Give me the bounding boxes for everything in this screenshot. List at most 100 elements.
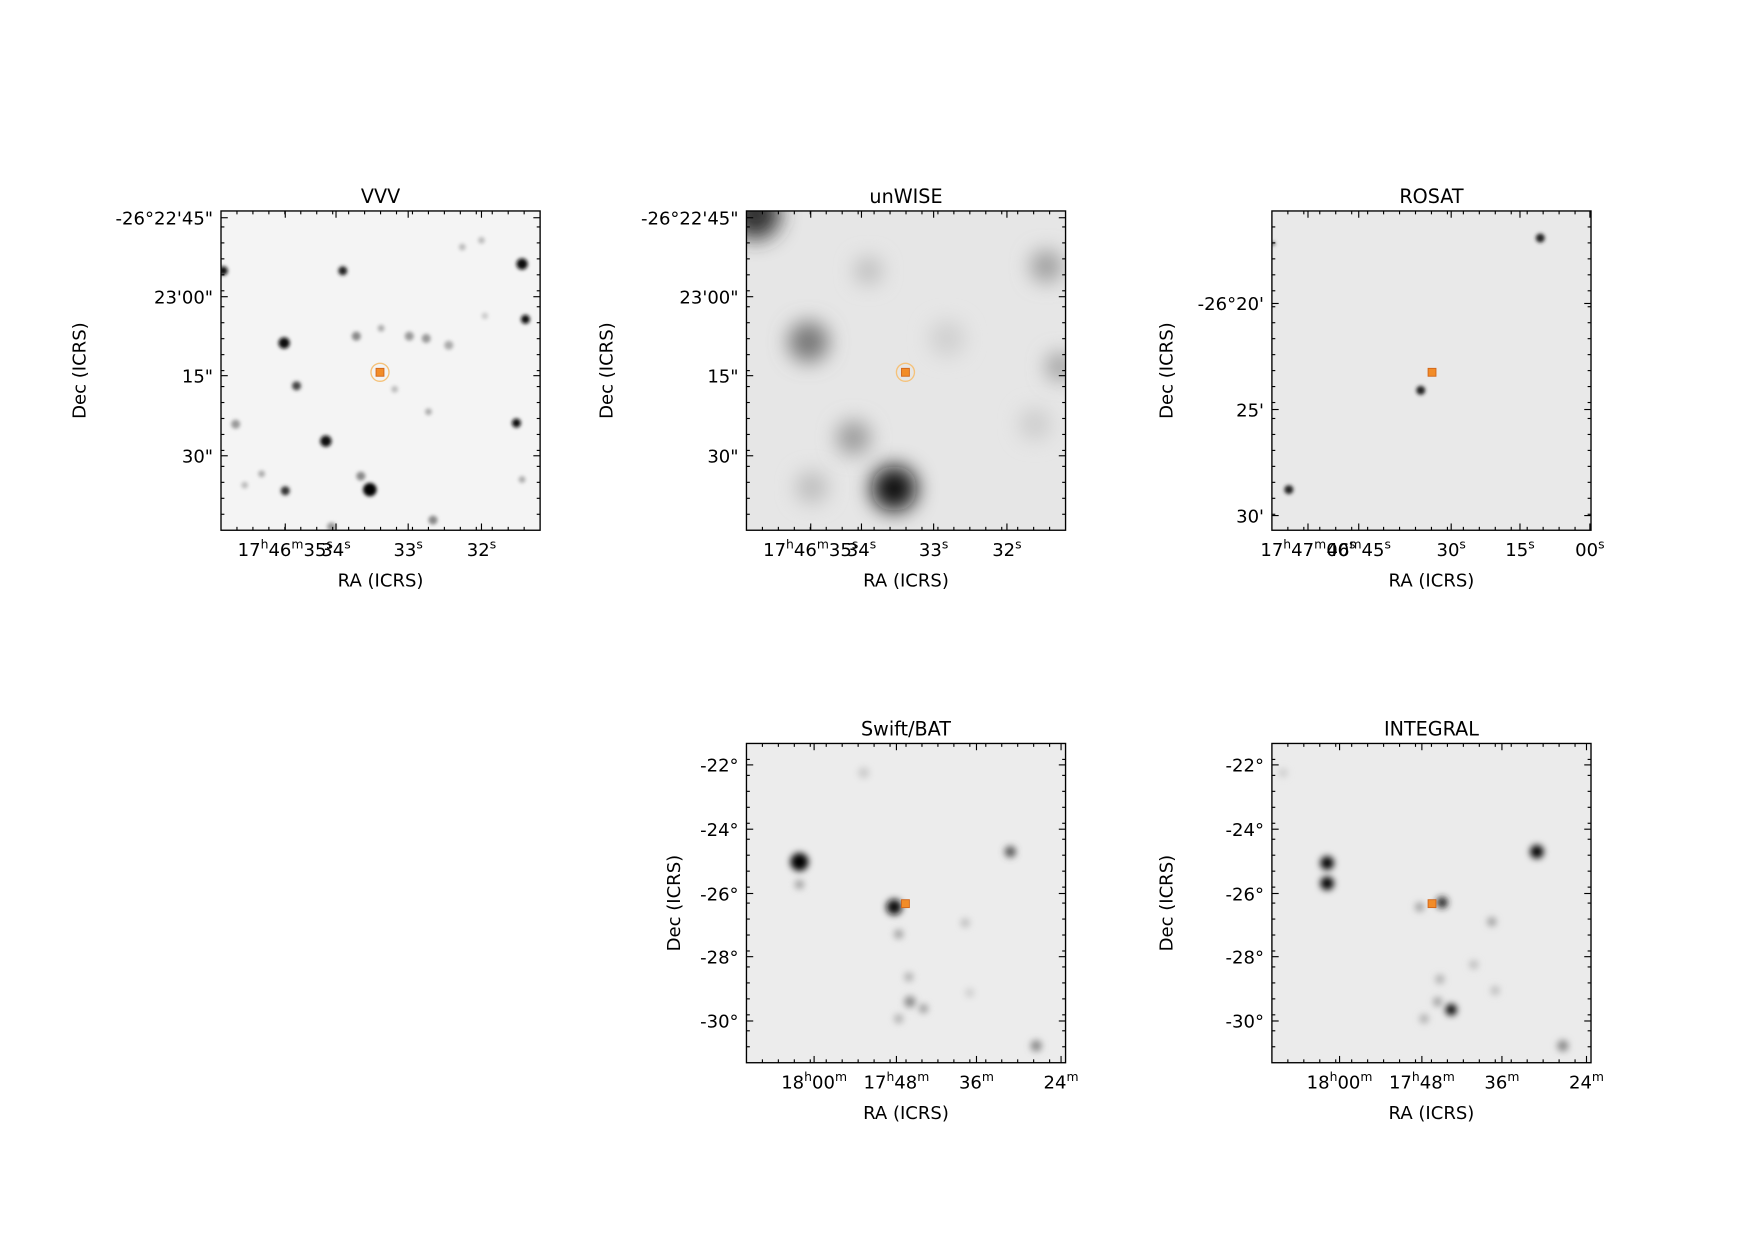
tick-unit: s xyxy=(1015,536,1021,551)
panel: Swift/BAT RA (ICRS) Dec (ICRS) -22° -24° -26°… xyxy=(664,718,1079,1125)
y-axis-label: Dec (ICRS) xyxy=(70,322,91,419)
x-tick-label: 18h00m xyxy=(1307,1069,1373,1094)
x-tick-label: 00s xyxy=(1575,536,1604,561)
source xyxy=(960,918,970,928)
source xyxy=(516,258,528,270)
tick-unit: m xyxy=(1507,1069,1519,1084)
tick-number: 36 xyxy=(959,1073,982,1094)
source xyxy=(1415,902,1425,912)
sky-image xyxy=(746,743,1066,1063)
tick-unit: h xyxy=(786,536,794,551)
source xyxy=(1284,485,1294,495)
source xyxy=(338,266,348,276)
tick-unit: s xyxy=(416,536,422,551)
y-tick-label: -26°22'45" xyxy=(116,208,214,229)
source xyxy=(421,333,431,343)
source xyxy=(326,522,337,531)
source xyxy=(377,324,385,332)
y-tick-label: 15" xyxy=(707,366,738,387)
tick-unit: m xyxy=(817,536,829,551)
target-marker xyxy=(1427,899,1437,909)
tick-unit: m xyxy=(1314,536,1326,551)
y-axis-label: Dec (ICRS) xyxy=(664,855,685,952)
tick-unit: m xyxy=(1349,536,1361,551)
tick-unit: h xyxy=(261,536,269,551)
source xyxy=(858,767,870,779)
source xyxy=(1419,1014,1429,1024)
source xyxy=(428,515,438,525)
tick-unit: s xyxy=(490,536,496,551)
source xyxy=(1278,768,1288,778)
panel-title: ROSAT xyxy=(1399,185,1464,208)
x-tick-label: 24m xyxy=(1044,1069,1079,1094)
tick-number: 47 xyxy=(1291,540,1314,561)
source xyxy=(363,482,377,497)
y-tick-label: -30° xyxy=(1226,1012,1264,1033)
tick-number: 00 xyxy=(1337,1073,1360,1094)
source xyxy=(1530,844,1544,859)
tick-number: 32 xyxy=(992,540,1015,561)
source xyxy=(886,899,903,915)
source xyxy=(520,314,530,324)
tick-unit: s xyxy=(942,536,948,551)
target-marker xyxy=(901,367,910,377)
tick-number: 17 xyxy=(1260,540,1283,561)
source xyxy=(918,1004,928,1014)
x-tick-label: 15s xyxy=(1505,536,1534,561)
y-tick-label: -22° xyxy=(700,756,738,777)
tick-number: 18 xyxy=(781,1073,804,1094)
source xyxy=(221,266,228,276)
panel: INTEGRAL RA (ICRS) Dec (ICRS) -22° -24° -26° -… xyxy=(1157,718,1604,1125)
tick-unit: m xyxy=(1360,1069,1372,1084)
y-axis-label: Dec (ICRS) xyxy=(1157,322,1178,419)
source xyxy=(518,476,526,483)
tick-number: 35 xyxy=(829,540,852,561)
source xyxy=(280,486,290,496)
source xyxy=(1030,1040,1042,1052)
y-tick-label: -28° xyxy=(1226,947,1264,968)
tick-unit: h xyxy=(1283,536,1291,551)
y-tick-label: 25' xyxy=(1236,400,1264,421)
source xyxy=(1046,353,1066,381)
y-tick-label: -30° xyxy=(700,1012,738,1033)
source xyxy=(278,337,290,349)
x-tick-label: 17h47m00s xyxy=(1260,536,1355,561)
source xyxy=(836,420,871,455)
x-tick-label: 17h48m xyxy=(864,1069,930,1094)
tick-number: 32 xyxy=(467,540,490,561)
tick-number: 17 xyxy=(1389,1073,1412,1094)
source xyxy=(790,852,809,871)
y-axis-label: Dec (ICRS) xyxy=(1157,855,1178,952)
source xyxy=(1445,1004,1457,1016)
tick-number: 00 xyxy=(1575,540,1598,561)
source xyxy=(1433,997,1443,1007)
tick-unit: h xyxy=(1330,1069,1338,1084)
x-axis-label: RA (ICRS) xyxy=(863,571,949,592)
y-tick-label: 30" xyxy=(182,447,213,468)
source xyxy=(1416,385,1426,395)
panel-title: VVV xyxy=(361,185,400,208)
source xyxy=(1320,876,1334,891)
source xyxy=(1030,250,1063,283)
source xyxy=(511,418,521,428)
tick-number: 46 xyxy=(794,540,817,561)
source xyxy=(320,435,332,447)
tick-number: 17 xyxy=(238,540,261,561)
target-marker xyxy=(375,367,385,377)
tick-number: 46 xyxy=(268,540,291,561)
source xyxy=(404,331,414,341)
source xyxy=(458,243,466,251)
source xyxy=(788,321,829,363)
source xyxy=(356,471,366,481)
tick-number: 24 xyxy=(1569,1073,1592,1094)
y-tick-label: 15" xyxy=(182,366,213,387)
source xyxy=(854,257,882,285)
x-tick-label: 32s xyxy=(467,536,496,561)
target-circle xyxy=(370,362,390,382)
x-tick-label: 17h48m xyxy=(1389,1069,1455,1094)
source xyxy=(1535,233,1545,243)
y-tick-label: 23'00" xyxy=(154,287,213,308)
source xyxy=(1435,974,1445,984)
y-tick-label: -26°22'45" xyxy=(641,208,739,229)
